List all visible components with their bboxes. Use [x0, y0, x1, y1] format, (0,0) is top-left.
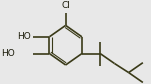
Text: HO: HO	[17, 32, 31, 41]
Text: HO: HO	[1, 49, 15, 58]
Text: Cl: Cl	[61, 1, 70, 10]
